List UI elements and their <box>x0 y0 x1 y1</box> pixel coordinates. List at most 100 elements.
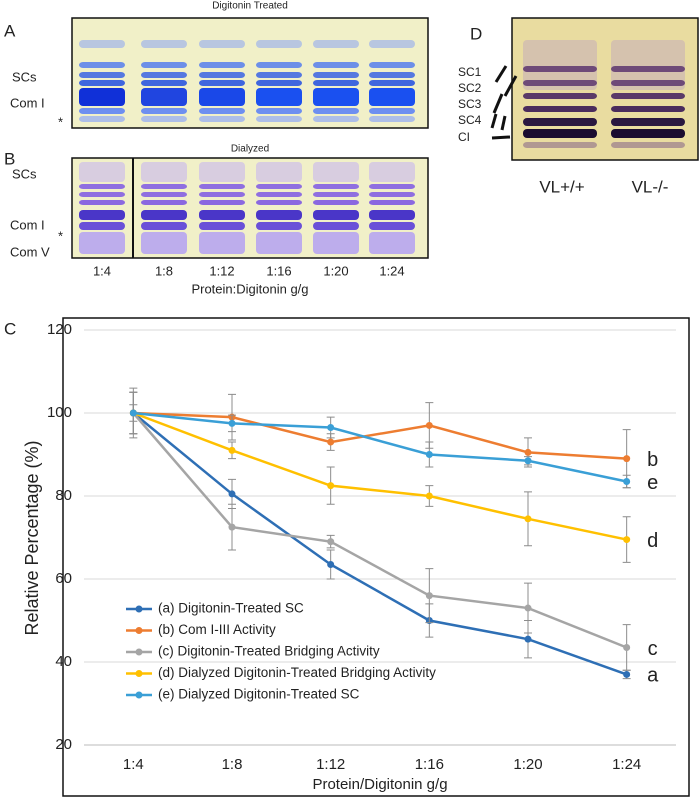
gel-band <box>79 232 125 254</box>
gel-label: CI <box>458 130 470 144</box>
series-line <box>133 411 627 483</box>
gel-band <box>256 62 302 68</box>
legend-label: (e) Dialyzed Digitonin-Treated SC <box>158 687 360 702</box>
data-point <box>425 451 433 458</box>
gel-band <box>79 210 125 220</box>
x-tick-label: 1:20 <box>513 756 542 773</box>
gel-label: Com I <box>10 217 45 232</box>
data-point <box>425 421 433 429</box>
data-point <box>623 670 631 678</box>
gel-band <box>313 232 359 254</box>
gel-band <box>79 62 125 68</box>
y-tick-label: 20 <box>55 736 72 753</box>
gel-b <box>71 157 429 259</box>
gel-label: SC3 <box>458 97 482 111</box>
gel-band <box>313 184 359 189</box>
gel-band <box>141 108 187 114</box>
panel-letter: B <box>4 149 15 168</box>
lane-label: 1:8 <box>155 263 173 278</box>
gel-band <box>313 200 359 205</box>
gel-label: Com V <box>10 244 50 259</box>
series-line <box>133 411 627 460</box>
gel-band <box>256 108 302 114</box>
gel-band <box>256 88 302 106</box>
gel-band <box>313 116 359 122</box>
gel-label: SCs <box>12 69 37 84</box>
gel-band <box>79 200 125 205</box>
x-tick-label: 1:24 <box>612 756 641 773</box>
gel-band <box>256 40 302 48</box>
gel-band <box>79 162 125 182</box>
gel-band <box>369 210 415 220</box>
series-line <box>132 412 628 649</box>
gel-band <box>199 108 245 114</box>
gel-band <box>369 192 415 197</box>
gel-band <box>199 222 245 230</box>
gel-band <box>79 40 125 48</box>
gel-band <box>523 93 597 99</box>
gel-band <box>141 88 187 106</box>
gel-band <box>256 222 302 230</box>
data-point <box>327 424 335 432</box>
gel-band <box>256 232 302 254</box>
gel-band <box>141 184 187 189</box>
gel-band <box>79 80 125 86</box>
gel-band <box>199 184 245 189</box>
gel-band <box>256 116 302 122</box>
gel-band <box>141 200 187 205</box>
x-axis-title: Protein/Digitonin g/g <box>312 776 447 793</box>
gel-band <box>256 72 302 78</box>
gel-band <box>369 200 415 205</box>
gel-band <box>199 162 245 182</box>
gel-band <box>79 72 125 78</box>
gel-band <box>141 232 187 254</box>
legend-label: (b) Com I-III Activity <box>158 622 276 637</box>
gel-band <box>313 108 359 114</box>
data-point <box>524 604 532 612</box>
gel-band <box>141 116 187 122</box>
x-tick-label: 1:12 <box>316 756 345 773</box>
series-line <box>132 411 627 541</box>
gel-band <box>313 62 359 68</box>
gel-band <box>199 72 245 78</box>
gel-band <box>313 40 359 48</box>
data-point <box>327 482 335 490</box>
gel-band <box>256 200 302 205</box>
data-point <box>623 536 631 544</box>
series-label: c <box>648 638 658 660</box>
data-point <box>228 446 236 454</box>
x-tick-label: 1:16 <box>415 756 444 773</box>
gel-band <box>611 118 685 126</box>
data-point <box>623 455 631 463</box>
gel-band <box>523 40 597 90</box>
data-point <box>129 409 137 417</box>
panel-title: Digitonin Treated <box>212 1 288 12</box>
gel-band <box>523 80 597 86</box>
gel-band <box>611 93 685 99</box>
data-point <box>623 477 631 485</box>
gel-band <box>369 72 415 78</box>
y-tick-label: 60 <box>55 570 72 587</box>
gel-band <box>199 232 245 254</box>
gel-band <box>199 88 245 106</box>
data-point <box>327 438 335 446</box>
panel-letter: D <box>470 24 482 43</box>
gel-band <box>523 142 597 148</box>
gel-band <box>523 118 597 126</box>
gel-band <box>256 162 302 182</box>
y-tick-label: 100 <box>47 404 72 421</box>
legend-marker <box>135 627 143 634</box>
legend-marker <box>135 691 143 699</box>
gel-band <box>256 192 302 197</box>
gel-band <box>141 162 187 182</box>
panel-title: Dialyzed <box>231 144 269 155</box>
gel-band <box>141 80 187 86</box>
gel-band <box>369 162 415 182</box>
gel-band <box>199 192 245 197</box>
gel-label: SC1 <box>458 65 482 79</box>
gel-label: SC4 <box>458 113 482 127</box>
gel-band <box>199 62 245 68</box>
gel-band <box>313 162 359 182</box>
y-tick-label: 120 <box>47 321 72 338</box>
